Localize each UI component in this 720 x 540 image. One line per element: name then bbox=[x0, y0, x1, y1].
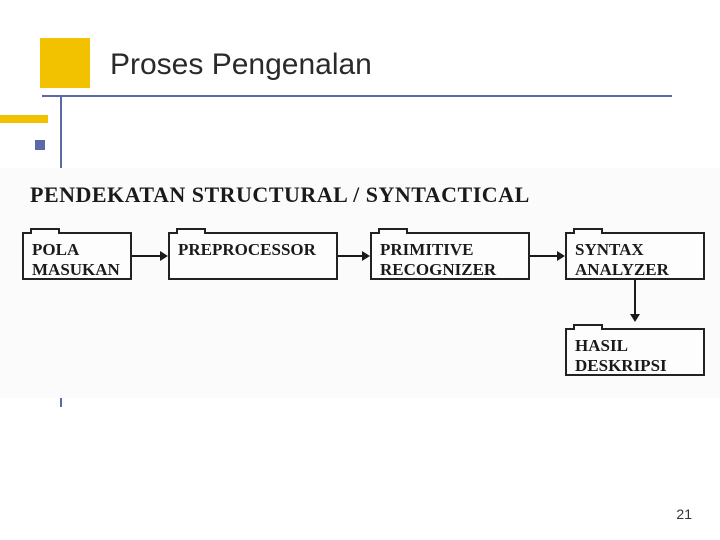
node-tab bbox=[378, 228, 408, 234]
node-syntax-analyzer: SYNTAX ANALYZER bbox=[565, 232, 705, 280]
edge-preproc-primitive bbox=[338, 248, 370, 264]
node-primitive-recognizer: PRIMITIVE RECOGNIZER bbox=[370, 232, 530, 280]
node-tab bbox=[176, 228, 206, 234]
page-title: Proses Pengenalan bbox=[110, 48, 372, 82]
node-preprocessor: PREPROCESSOR bbox=[168, 232, 338, 280]
node-label-line1: HASIL bbox=[575, 336, 628, 355]
deco-yellow-square bbox=[40, 38, 90, 88]
node-tab bbox=[30, 228, 60, 234]
node-label-line1: PRIMITIVE bbox=[380, 240, 474, 259]
node-tab bbox=[573, 324, 603, 330]
node-label-line2: MASUKAN bbox=[32, 260, 122, 280]
page-number: 21 bbox=[676, 506, 692, 522]
deco-yellow-strip bbox=[0, 115, 48, 123]
edge-syntax-output bbox=[627, 280, 643, 322]
node-label-line1: PREPROCESSOR bbox=[178, 240, 316, 259]
diagram-heading: PENDEKATAN STRUCTURAL / SYNTACTICAL bbox=[30, 182, 530, 208]
deco-horizontal-line bbox=[42, 95, 672, 97]
node-label-line1: SYNTAX bbox=[575, 240, 644, 259]
deco-bullet bbox=[35, 140, 45, 150]
node-label-line2: RECOGNIZER bbox=[380, 260, 520, 280]
node-output: HASIL DESKRIPSI bbox=[565, 328, 705, 376]
slide: Proses Pengenalan PENDEKATAN STRUCTURAL … bbox=[0, 0, 720, 540]
node-input: POLA MASUKAN bbox=[22, 232, 132, 280]
node-tab bbox=[573, 228, 603, 234]
edge-primitive-syntax bbox=[530, 248, 565, 264]
node-label-line1: POLA bbox=[32, 240, 79, 259]
node-label-line2: ANALYZER bbox=[575, 260, 695, 280]
node-label-line2: DESKRIPSI bbox=[575, 356, 695, 376]
edge-input-preproc bbox=[132, 248, 168, 264]
